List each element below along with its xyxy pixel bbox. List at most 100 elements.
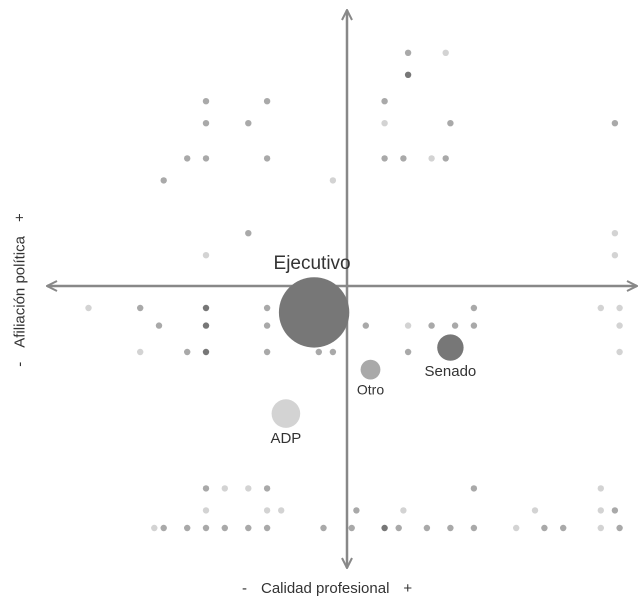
- bubble-label-senado: Senado: [425, 363, 477, 380]
- data-point-73: [395, 524, 402, 532]
- data-point-7: [202, 120, 210, 127]
- data-point-3: [404, 71, 412, 79]
- data-point-54: [597, 485, 604, 492]
- bubble-adp: [271, 399, 301, 428]
- data-point-58: [353, 507, 360, 514]
- data-point-59: [400, 507, 407, 514]
- data-point-57: [278, 507, 285, 514]
- y-axis-title: Afiliación política: [11, 236, 29, 348]
- data-point-36: [404, 322, 412, 329]
- data-point-67: [221, 524, 228, 532]
- x-axis-label: - Calidad profesional +: [242, 580, 412, 597]
- data-point-14: [263, 155, 271, 162]
- data-point-17: [428, 155, 435, 162]
- data-point-30: [597, 304, 604, 312]
- data-point-22: [611, 230, 619, 237]
- data-point-4: [202, 98, 210, 105]
- data-point-18: [442, 155, 449, 162]
- data-point-32: [155, 322, 163, 329]
- bubble-label-ejecutivo: Ejecutivo: [274, 253, 351, 274]
- data-point-29: [470, 304, 478, 312]
- bubble-otro: [360, 359, 381, 380]
- data-point-50: [221, 485, 228, 492]
- data-point-24: [611, 252, 619, 259]
- data-point-81: [616, 524, 623, 532]
- data-point-46: [329, 348, 337, 356]
- data-point-38: [451, 322, 459, 329]
- data-point-33: [202, 322, 210, 329]
- data-point-48: [616, 348, 623, 356]
- data-point-25: [85, 304, 92, 312]
- data-point-13: [202, 155, 210, 162]
- data-point-21: [245, 230, 252, 237]
- data-point-78: [541, 524, 548, 532]
- data-point-75: [447, 524, 454, 532]
- data-point-26: [137, 304, 144, 312]
- data-point-41: [137, 348, 144, 356]
- data-point-19: [160, 177, 167, 184]
- data-point-42: [184, 348, 191, 356]
- data-point-40: [616, 322, 623, 329]
- data-point-72: [381, 524, 388, 532]
- data-point-43: [202, 348, 210, 356]
- scatter-points: [85, 49, 623, 532]
- data-point-10: [447, 120, 454, 127]
- x-axis-minus-sign: -: [242, 580, 247, 597]
- data-point-5: [263, 98, 271, 105]
- data-point-34: [263, 322, 271, 329]
- data-point-62: [611, 507, 619, 514]
- bubbles: [271, 277, 464, 428]
- data-point-76: [470, 524, 478, 532]
- data-point-52: [263, 485, 271, 492]
- data-point-1: [404, 49, 412, 56]
- axes: [47, 10, 637, 568]
- data-point-63: [151, 524, 158, 532]
- data-point-9: [381, 120, 388, 127]
- data-point-69: [263, 524, 271, 532]
- data-point-23: [202, 252, 210, 259]
- data-point-77: [513, 524, 520, 532]
- data-point-37: [428, 322, 435, 329]
- data-point-74: [423, 524, 431, 532]
- bubble-ejecutivo: [278, 277, 350, 348]
- data-point-45: [315, 348, 322, 356]
- data-point-47: [404, 348, 412, 356]
- y-axis-plus-sign: +: [11, 213, 29, 223]
- y-axis-minus-sign: -: [11, 361, 29, 367]
- data-point-2: [442, 49, 449, 56]
- data-point-28: [263, 304, 271, 312]
- data-point-79: [560, 524, 567, 532]
- data-point-71: [348, 524, 355, 532]
- data-point-8: [245, 120, 252, 127]
- data-point-31: [616, 304, 623, 312]
- data-point-68: [245, 524, 252, 532]
- data-point-39: [470, 322, 478, 329]
- bubble-label-otro: Otro: [357, 382, 384, 398]
- data-point-49: [202, 485, 210, 492]
- data-point-70: [320, 524, 327, 532]
- data-point-16: [400, 155, 407, 162]
- data-point-66: [202, 524, 210, 532]
- x-axis-title: Calidad profesional: [261, 580, 390, 597]
- data-point-80: [597, 524, 604, 532]
- bubble-labels: Ejecutivo Senado Otro ADP: [270, 253, 476, 447]
- data-point-65: [184, 524, 191, 532]
- bubble-senado: [437, 334, 464, 361]
- data-point-35: [362, 322, 369, 329]
- data-point-20: [329, 177, 337, 184]
- data-point-60: [531, 507, 539, 514]
- data-point-64: [160, 524, 167, 532]
- data-point-51: [245, 485, 252, 492]
- bubble-label-adp: ADP: [270, 430, 301, 447]
- data-point-6: [381, 98, 388, 105]
- data-point-12: [184, 155, 191, 162]
- data-point-61: [597, 507, 604, 514]
- data-point-11: [611, 120, 619, 127]
- data-point-15: [381, 155, 388, 162]
- x-axis-plus-sign: +: [403, 580, 413, 597]
- data-point-56: [263, 507, 271, 514]
- data-point-53: [470, 485, 478, 492]
- y-axis-label: - Afiliación política +: [12, 213, 29, 367]
- data-point-27: [202, 304, 210, 312]
